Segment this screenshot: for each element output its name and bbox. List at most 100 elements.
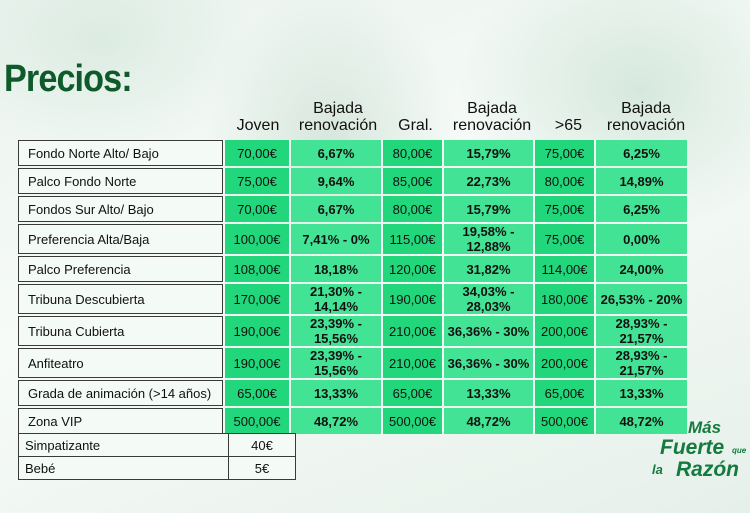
discount-mayores: 6,25% [594, 196, 687, 222]
header-mayores: >65 [554, 117, 583, 134]
discount-mayores: 26,53% - 20% [594, 284, 687, 314]
extra-price: 5€ [228, 456, 296, 480]
price-mayores: 65,00€ [533, 380, 594, 406]
discount-gral: 19,58% - 12,88% [442, 224, 533, 254]
category-label: Preferencia Alta/Baja [18, 224, 223, 254]
discount-gral: 22,73% [442, 168, 533, 194]
header-joven: Joven [236, 117, 280, 134]
category-label: Fondo Norte Alto/ Bajo [18, 140, 223, 166]
price-joven: 108,00€ [223, 256, 289, 282]
column-headers: Joven Bajada renovación Gral. Bajada ren… [0, 96, 750, 136]
page-title: Precios: [4, 58, 133, 100]
table-row: Tribuna Cubierta 190,00€ 23,39% - 15,56% 21… [18, 316, 687, 346]
category-label: Grada de animación (>14 años) [18, 380, 223, 406]
table-row: Simpatizante 40€ [18, 433, 296, 457]
discount-gral: 31,82% [442, 256, 533, 282]
discount-joven: 6,67% [289, 196, 381, 222]
slogan-line: la [652, 462, 663, 477]
price-joven: 100,00€ [223, 224, 289, 254]
extra-price: 40€ [228, 433, 296, 457]
discount-mayores: 28,93% - 21,57% [594, 348, 687, 378]
table-row: Palco Fondo Norte 75,00€ 9,64% 85,00€ 22,73%… [18, 168, 687, 194]
discount-gral: 48,72% [442, 408, 533, 434]
price-gral: 80,00€ [381, 196, 442, 222]
table-row: Zona VIP 500,00€ 48,72% 500,00€ 48,72% 500,00… [18, 408, 687, 434]
price-gral: 210,00€ [381, 348, 442, 378]
price-gral: 65,00€ [381, 380, 442, 406]
price-gral: 500,00€ [381, 408, 442, 434]
discount-joven: 9,64% [289, 168, 381, 194]
price-mayores: 75,00€ [533, 140, 594, 166]
category-label: Palco Fondo Norte [18, 168, 223, 194]
header-bajada-joven: Bajada renovación [298, 100, 378, 134]
price-joven: 70,00€ [223, 140, 289, 166]
discount-mayores: 0,00% [594, 224, 687, 254]
slogan-line: Razón [676, 458, 739, 481]
price-joven: 190,00€ [223, 316, 289, 346]
category-label: Tribuna Cubierta [18, 316, 223, 346]
price-gral: 190,00€ [381, 284, 442, 314]
discount-gral: 15,79% [442, 140, 533, 166]
discount-joven: 23,39% - 15,56% [289, 316, 381, 346]
discount-mayores: 13,33% [594, 380, 687, 406]
price-mayores: 75,00€ [533, 224, 594, 254]
table-row: Anfiteatro 190,00€ 23,39% - 15,56% 210,00€ 3… [18, 348, 687, 378]
table-row: Fondo Norte Alto/ Bajo 70,00€ 6,67% 80,00€ 1… [18, 140, 687, 166]
slogan-line: Más [688, 418, 722, 437]
price-joven: 75,00€ [223, 168, 289, 194]
discount-joven: 7,41% - 0% [289, 224, 381, 254]
category-label: Fondos Sur Alto/ Bajo [18, 196, 223, 222]
price-gral: 85,00€ [381, 168, 442, 194]
price-gral: 115,00€ [381, 224, 442, 254]
price-joven: 190,00€ [223, 348, 289, 378]
price-mayores: 80,00€ [533, 168, 594, 194]
price-table: Fondo Norte Alto/ Bajo 70,00€ 6,67% 80,00€ 1… [18, 138, 687, 436]
discount-joven: 18,18% [289, 256, 381, 282]
price-gral: 210,00€ [381, 316, 442, 346]
discount-gral: 36,36% - 30% [442, 348, 533, 378]
discount-mayores: 6,25% [594, 140, 687, 166]
slogan-line: que [732, 446, 747, 455]
slogan-logo: Más Fuerte que la Razón [650, 418, 750, 498]
table-row: Fondos Sur Alto/ Bajo 70,00€ 6,67% 80,00€ 15… [18, 196, 687, 222]
table-row: Bebé 5€ [18, 456, 296, 480]
price-mayores: 200,00€ [533, 348, 594, 378]
category-label: Zona VIP [18, 408, 223, 434]
price-gral: 80,00€ [381, 140, 442, 166]
price-mayores: 500,00€ [533, 408, 594, 434]
discount-gral: 36,36% - 30% [442, 316, 533, 346]
discount-joven: 6,67% [289, 140, 381, 166]
category-label: Tribuna Descubierta [18, 284, 223, 314]
extra-prices-table: Simpatizante 40€ Bebé 5€ [18, 433, 296, 480]
discount-joven: 48,72% [289, 408, 381, 434]
price-mayores: 180,00€ [533, 284, 594, 314]
price-joven: 65,00€ [223, 380, 289, 406]
table-row: Tribuna Descubierta 170,00€ 21,30% - 14,14… [18, 284, 687, 314]
discount-mayores: 24,00% [594, 256, 687, 282]
category-label: Anfiteatro [18, 348, 223, 378]
header-gral: Gral. [398, 117, 433, 134]
price-mayores: 114,00€ [533, 256, 594, 282]
discount-joven: 21,30% - 14,14% [289, 284, 381, 314]
discount-mayores: 14,89% [594, 168, 687, 194]
discount-mayores: 48,72% [594, 408, 687, 434]
price-joven: 500,00€ [223, 408, 289, 434]
header-bajada-gral: Bajada renovación [452, 100, 532, 134]
discount-gral: 34,03% - 28,03% [442, 284, 533, 314]
price-table-body: Fondo Norte Alto/ Bajo 70,00€ 6,67% 80,00€ 1… [18, 140, 687, 434]
slogan-line: Fuerte [660, 436, 725, 459]
table-row: Preferencia Alta/Baja 100,00€ 7,41% - 0% 11… [18, 224, 687, 254]
price-mayores: 75,00€ [533, 196, 594, 222]
price-joven: 170,00€ [223, 284, 289, 314]
discount-joven: 23,39% - 15,56% [289, 348, 381, 378]
extra-label: Bebé [18, 456, 229, 480]
discount-gral: 15,79% [442, 196, 533, 222]
discount-mayores: 28,93% - 21,57% [594, 316, 687, 346]
table-row: Grada de animación (>14 años) 65,00€ 13,33… [18, 380, 687, 406]
extra-label: Simpatizante [18, 433, 229, 457]
table-row: Palco Preferencia 108,00€ 18,18% 120,00€ 31,… [18, 256, 687, 282]
price-joven: 70,00€ [223, 196, 289, 222]
price-mayores: 200,00€ [533, 316, 594, 346]
price-gral: 120,00€ [381, 256, 442, 282]
discount-gral: 13,33% [442, 380, 533, 406]
